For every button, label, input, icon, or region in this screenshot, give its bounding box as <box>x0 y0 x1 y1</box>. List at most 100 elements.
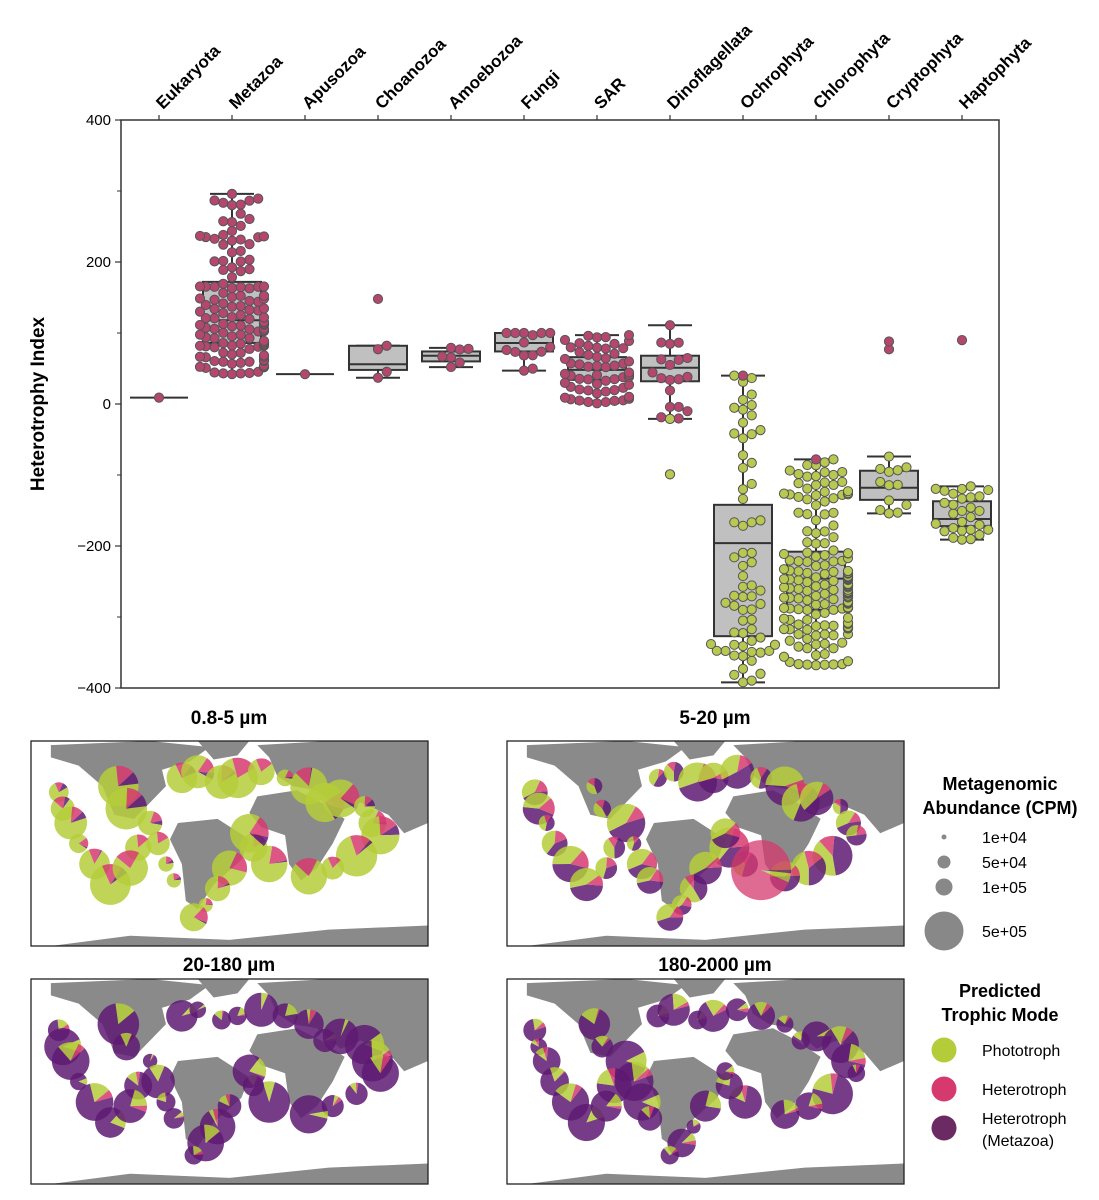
data-point <box>802 526 813 537</box>
pie-slice-phototroph <box>531 1039 539 1047</box>
box-eukaryota <box>130 392 188 403</box>
data-point <box>200 299 211 311</box>
pie-slice-heterotroph <box>586 874 604 886</box>
pie-slice-heterotroph <box>608 1068 616 1086</box>
pie-slice-phototroph <box>179 903 207 932</box>
pie-slice-metazoa <box>193 917 207 925</box>
pie-slice-phototroph <box>193 1146 202 1156</box>
pie-slice-heterotroph <box>784 1107 799 1115</box>
outlier-point <box>372 293 384 305</box>
data-point <box>755 425 766 436</box>
data-point <box>235 256 246 267</box>
data-point <box>235 309 246 321</box>
pie-slice-metazoa <box>142 1053 158 1069</box>
pie-slice-phototroph <box>204 875 231 902</box>
pie-slice-heterotroph <box>295 858 318 877</box>
landmass <box>673 979 726 998</box>
data-point <box>609 348 620 359</box>
pie-slice-phototroph <box>208 1109 218 1127</box>
y-axis-title: Heterotrophy Index <box>28 316 49 491</box>
data-point <box>737 663 749 675</box>
data-point <box>244 283 255 294</box>
pie-slice-heterotroph <box>681 1140 696 1145</box>
data-point <box>793 507 804 518</box>
size-legend-title: Metagenomic <box>942 774 1057 794</box>
pie-slice-metazoa <box>657 993 690 1026</box>
pie-slice-heterotroph <box>332 1096 342 1107</box>
pie-slice-heterotroph <box>757 767 768 778</box>
map-title: 20-180 µm <box>183 955 275 976</box>
data-point <box>883 466 895 477</box>
data-point <box>527 363 538 374</box>
data-point <box>235 290 246 302</box>
pie-slice-phototroph <box>57 1019 68 1031</box>
pie-slice-heterotroph <box>681 896 692 908</box>
data-point <box>574 395 585 406</box>
pie-slice-phototroph <box>710 818 736 840</box>
data-point <box>673 374 684 385</box>
data-point <box>609 374 620 385</box>
data-point <box>559 334 571 346</box>
box-haptophyta <box>930 335 994 545</box>
pie-slice-phototroph <box>626 848 652 870</box>
data-point <box>664 320 676 331</box>
highlighted-point <box>737 370 749 381</box>
data-point <box>793 583 804 595</box>
data-point <box>226 216 238 228</box>
data-point <box>258 350 270 361</box>
data-point <box>218 264 229 276</box>
data-point <box>769 639 781 650</box>
data-point <box>784 555 795 566</box>
pie-slice-heterotroph <box>602 1037 611 1047</box>
data-point <box>810 500 822 511</box>
pie-slice-heterotroph <box>364 796 373 807</box>
data-point <box>209 303 220 315</box>
data-point <box>965 481 976 492</box>
data-point <box>746 580 757 591</box>
data-point <box>682 352 693 364</box>
pie-slice-phototroph <box>593 802 607 818</box>
data-point <box>892 507 903 518</box>
data-point <box>218 197 229 208</box>
data-point <box>574 338 585 349</box>
data-point <box>501 344 512 356</box>
data-point <box>802 643 813 654</box>
pie-slice-heterotroph <box>737 755 752 772</box>
y-tick-label: 200 <box>86 254 111 271</box>
data-point <box>209 313 220 324</box>
pie-slice-phototroph <box>596 1069 615 1086</box>
heterotrophy-boxplot: 400 200 0 −200 −400 Eukaryota Metazoa Apusozoa… <box>28 20 1035 697</box>
data-point <box>965 502 976 513</box>
data-point <box>819 648 830 660</box>
pie-slice-metazoa <box>725 998 749 1022</box>
data-point <box>729 650 740 661</box>
pie-slice-heterotroph <box>587 778 595 787</box>
data-point <box>819 509 830 520</box>
data-point <box>746 478 757 490</box>
data-point <box>819 526 830 537</box>
data-point <box>536 346 547 357</box>
pie-slice-metazoa <box>722 763 755 789</box>
data-point <box>729 402 740 413</box>
pie-slice-heterotroph <box>165 1092 167 1102</box>
data-point <box>673 354 684 366</box>
data-point <box>591 398 603 409</box>
pie-slice-heterotroph <box>626 806 645 823</box>
pie-slice-metazoa <box>244 992 279 1027</box>
category-label-amoebozoa: Amoebozoa <box>444 31 526 113</box>
pie-slice-metazoa <box>716 1062 734 1081</box>
data-point <box>802 659 813 670</box>
data-point <box>746 372 757 384</box>
pie-slice-phototroph <box>569 867 600 889</box>
data-point <box>729 370 740 381</box>
pie-slice-heterotroph <box>595 799 605 809</box>
data-point <box>901 462 912 473</box>
data-point <box>536 327 547 339</box>
pie-slice-heterotroph <box>173 873 181 881</box>
data-point <box>244 356 255 367</box>
pie-slice-phototroph <box>54 806 88 840</box>
pie-slice-heterotroph <box>649 1106 655 1119</box>
data-point <box>828 532 839 543</box>
landmass <box>50 925 428 946</box>
data-point <box>454 357 465 368</box>
